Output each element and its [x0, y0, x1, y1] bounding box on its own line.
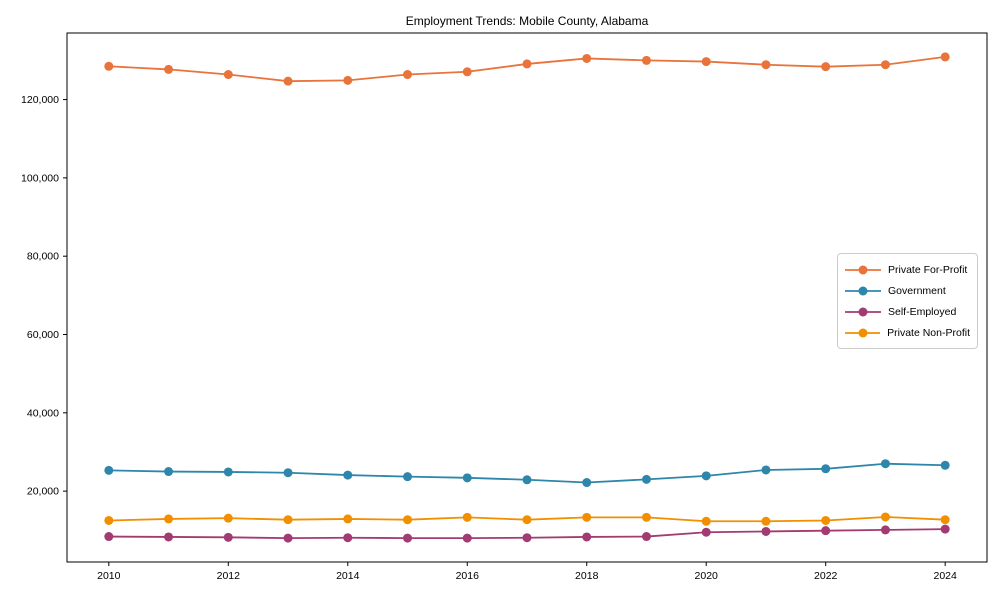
- data-point-marker: [462, 533, 472, 543]
- data-point-marker: [343, 514, 353, 524]
- data-point-marker: [223, 532, 233, 542]
- data-point-marker: [641, 532, 651, 542]
- legend-label: Self-Employed: [888, 305, 957, 318]
- legend-marker-icon: [845, 286, 881, 295]
- legend-item: Private For-Profit: [845, 259, 970, 280]
- data-point-marker: [701, 471, 711, 481]
- data-point-marker: [343, 75, 353, 85]
- data-point-marker: [582, 532, 592, 542]
- x-tick-label: 2022: [814, 570, 838, 582]
- data-point-marker: [283, 515, 293, 525]
- x-tick-label: 2010: [97, 570, 121, 582]
- data-point-marker: [522, 475, 532, 485]
- data-point-marker: [761, 526, 771, 536]
- y-tick-label: 120,000: [21, 94, 59, 106]
- x-tick-label: 2016: [456, 570, 480, 582]
- legend-label: Private Non-Profit: [887, 326, 970, 339]
- data-point-marker: [164, 532, 174, 542]
- data-point-marker: [582, 512, 592, 522]
- data-point-marker: [821, 62, 831, 72]
- y-tick-label: 40,000: [27, 407, 59, 419]
- y-tick-label: 80,000: [27, 251, 59, 263]
- data-point-marker: [462, 512, 472, 522]
- data-point-marker: [940, 515, 950, 525]
- chart-title: Employment Trends: Mobile County, Alabam…: [405, 14, 649, 28]
- data-point-marker: [283, 468, 293, 478]
- legend-item: Self-Employed: [845, 301, 970, 322]
- data-point-marker: [104, 465, 114, 475]
- data-point-marker: [701, 57, 711, 67]
- data-point-marker: [880, 60, 890, 70]
- legend-label: Government: [888, 284, 946, 297]
- data-point-marker: [403, 515, 413, 525]
- data-point-marker: [880, 525, 890, 535]
- data-point-marker: [880, 512, 890, 522]
- data-point-marker: [880, 459, 890, 469]
- data-point-marker: [104, 61, 114, 71]
- data-point-marker: [701, 527, 711, 537]
- y-tick-label: 20,000: [27, 486, 59, 498]
- data-point-marker: [522, 533, 532, 543]
- y-tick-label: 100,000: [21, 172, 59, 184]
- data-point-marker: [821, 515, 831, 525]
- data-point-marker: [821, 464, 831, 474]
- x-tick-label: 2014: [336, 570, 360, 582]
- data-point-marker: [761, 465, 771, 475]
- data-point-marker: [283, 76, 293, 86]
- legend-marker-icon: [845, 328, 881, 337]
- data-point-marker: [761, 60, 771, 70]
- data-point-marker: [522, 515, 532, 525]
- legend-item: Government: [845, 280, 970, 301]
- data-point-marker: [641, 512, 651, 522]
- data-point-marker: [641, 55, 651, 65]
- x-tick-label: 2012: [217, 570, 241, 582]
- data-point-marker: [223, 467, 233, 477]
- data-point-marker: [701, 516, 711, 526]
- data-point-marker: [223, 513, 233, 523]
- y-tick-label: 60,000: [27, 329, 59, 341]
- data-point-marker: [104, 532, 114, 542]
- data-point-marker: [403, 533, 413, 543]
- data-point-marker: [582, 53, 592, 63]
- data-point-marker: [223, 70, 233, 80]
- data-point-marker: [164, 64, 174, 74]
- data-point-marker: [462, 67, 472, 77]
- data-point-marker: [462, 473, 472, 483]
- legend-marker-icon: [845, 307, 881, 316]
- plot-border: [66, 32, 988, 563]
- legend: Private For-Profit Government Self-Employe…: [837, 253, 978, 349]
- data-point-marker: [403, 70, 413, 80]
- data-point-marker: [164, 467, 174, 477]
- data-point-marker: [522, 59, 532, 69]
- data-point-marker: [343, 470, 353, 480]
- data-point-marker: [343, 533, 353, 543]
- data-point-marker: [940, 460, 950, 470]
- data-point-marker: [940, 524, 950, 534]
- legend-label: Private For-Profit: [888, 263, 968, 276]
- data-point-marker: [821, 526, 831, 536]
- data-point-marker: [582, 478, 592, 488]
- x-tick-label: 2024: [934, 570, 958, 582]
- data-point-marker: [940, 52, 950, 62]
- x-tick-label: 2018: [575, 570, 599, 582]
- data-point-marker: [283, 533, 293, 543]
- data-point-marker: [403, 472, 413, 482]
- legend-marker-icon: [845, 265, 881, 274]
- legend-item: Private Non-Profit: [845, 322, 970, 343]
- x-tick-label: 2020: [695, 570, 719, 582]
- data-point-marker: [104, 515, 114, 525]
- data-point-marker: [641, 474, 651, 484]
- data-point-marker: [164, 514, 174, 524]
- data-point-marker: [761, 516, 771, 526]
